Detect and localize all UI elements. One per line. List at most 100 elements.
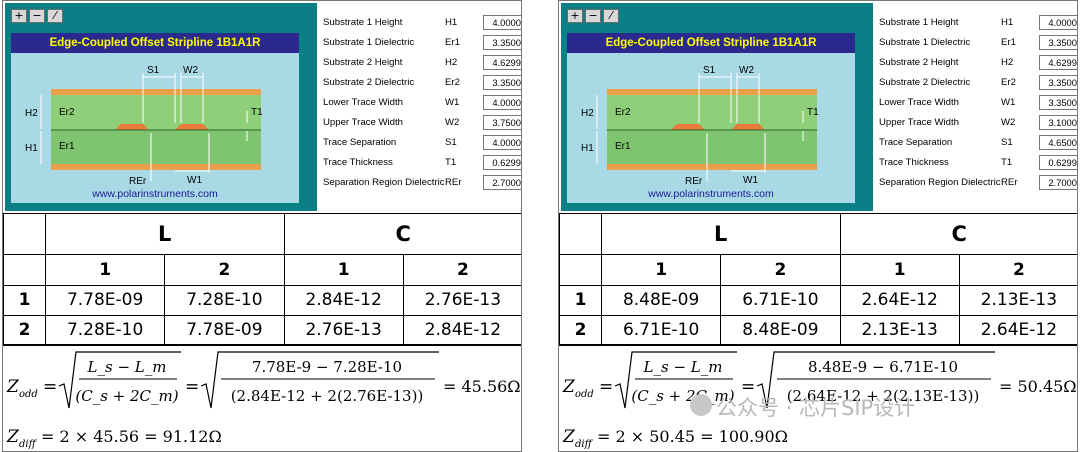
param-symbol: W2 bbox=[1001, 117, 1016, 128]
param-row: Substrate 1 Height H1 4.0000 bbox=[319, 14, 521, 32]
label-h1: H1 bbox=[581, 143, 594, 154]
label-s1: S1 bbox=[147, 65, 160, 76]
row-label: 2 bbox=[559, 314, 602, 345]
table-cell: 2.84E-12 bbox=[283, 285, 404, 316]
table-cell: 7.28E-10 bbox=[164, 285, 285, 316]
param-name: Substrate 2 Dielectric bbox=[323, 77, 415, 88]
website-link[interactable]: www.polarinstruments.com bbox=[91, 188, 218, 200]
lower-substrate bbox=[51, 130, 261, 164]
table-row: 2 6.71E-10 8.48E-09 2.13E-13 2.64E-12 bbox=[559, 314, 1077, 345]
param-symbol: H1 bbox=[1001, 17, 1014, 28]
diff-subscript: diff bbox=[575, 439, 594, 450]
param-value-input[interactable]: 4.0000 bbox=[483, 95, 521, 110]
subheader: 1 bbox=[839, 254, 960, 286]
param-value-input[interactable]: 4.6299 bbox=[483, 55, 521, 70]
param-row: Substrate 1 Dielectric Er1 3.3500 bbox=[875, 34, 1077, 52]
param-name: Trace Separation bbox=[323, 137, 397, 148]
header-l: L bbox=[45, 213, 285, 255]
sqrt-symbol bbox=[614, 351, 737, 409]
odd-subscript: odd bbox=[575, 389, 594, 400]
param-value-input[interactable]: 3.3500 bbox=[1039, 95, 1077, 110]
param-value-input[interactable]: 3.3500 bbox=[1039, 35, 1077, 50]
upper-substrate bbox=[51, 95, 261, 130]
table-cell: 7.78E-09 bbox=[44, 285, 166, 316]
param-name: Separation Region Dielectric bbox=[879, 177, 1001, 188]
trace-right bbox=[175, 124, 209, 130]
param-value-input[interactable]: 3.3500 bbox=[483, 75, 521, 90]
sqrt-symbol bbox=[756, 351, 995, 409]
table-cell: 2.84E-12 bbox=[402, 314, 521, 345]
param-row: Trace Thickness T1 0.6299 bbox=[319, 154, 521, 172]
param-row: Upper Trace Width W2 3.7500 bbox=[319, 114, 521, 132]
field-solver-window: + − ⁄ Edge-Coupled Offset Stripline 1B1A… bbox=[559, 1, 1077, 213]
label-rer: REr bbox=[129, 176, 147, 187]
zoom-in-button[interactable]: + bbox=[11, 9, 27, 23]
param-value-input[interactable]: 3.3500 bbox=[483, 35, 521, 50]
param-value-input[interactable]: 3.7500 bbox=[483, 115, 521, 130]
param-value-input[interactable]: 4.6299 bbox=[1039, 55, 1077, 70]
zdiff-result: = 2 × 50.45 = 100.90Ω bbox=[597, 427, 788, 446]
zoom-out-button[interactable]: − bbox=[29, 9, 45, 23]
table-cell: 6.71E-10 bbox=[600, 314, 722, 345]
param-value-input[interactable]: 2.7000 bbox=[483, 175, 521, 190]
param-name: Substrate 2 Dielectric bbox=[879, 77, 971, 88]
label-h2: H2 bbox=[581, 108, 594, 119]
row-label: 2 bbox=[3, 314, 46, 345]
table-row: 2 7.28E-10 7.78E-09 2.76E-13 2.84E-12 bbox=[3, 314, 521, 345]
top-ground-plane bbox=[51, 89, 261, 95]
label-w1: W1 bbox=[743, 175, 758, 186]
zoom-out-button[interactable]: − bbox=[585, 9, 601, 23]
param-symbol: S1 bbox=[1001, 137, 1013, 148]
website-link[interactable]: www.polarinstruments.com bbox=[647, 188, 774, 200]
equation-area: Z odd = L_s − L_m (C_s + 2C_m) = 8.48E-9… bbox=[559, 345, 1077, 451]
param-symbol: H2 bbox=[445, 57, 458, 68]
param-value-input[interactable]: 4.0000 bbox=[483, 135, 521, 150]
field-solver-window: + − ⁄ Edge-Coupled Offset Stripline 1B1A… bbox=[3, 1, 521, 213]
param-row: Substrate 1 Dielectric Er1 3.3500 bbox=[319, 34, 521, 52]
numeric-denominator: (2.64E-12 + 2(2.13E-13)) bbox=[787, 387, 980, 405]
cross-section-diagram: S1 W2 H2 Er2 T1 H1 Er1 REr W1 www.polari… bbox=[567, 53, 855, 203]
table-cell: 2.13E-13 bbox=[958, 285, 1077, 316]
param-row: Trace Thickness T1 0.6299 bbox=[875, 154, 1077, 172]
z-symbol: Z bbox=[6, 377, 20, 397]
edit-button[interactable]: ⁄ bbox=[603, 9, 619, 23]
param-row: Lower Trace Width W1 3.3500 bbox=[875, 94, 1077, 112]
label-er2: Er2 bbox=[59, 107, 75, 118]
structure-title: Edge-Coupled Offset Stripline 1B1A1R bbox=[567, 33, 855, 53]
table-cell: 2.13E-13 bbox=[839, 314, 960, 345]
header-c: C bbox=[839, 213, 1077, 255]
param-value-input[interactable]: 2.7000 bbox=[1039, 175, 1077, 190]
param-value-input[interactable]: 0.6299 bbox=[1039, 155, 1077, 170]
edit-button[interactable]: ⁄ bbox=[47, 9, 63, 23]
param-value-input[interactable]: 3.3500 bbox=[1039, 75, 1077, 90]
param-row: Lower Trace Width W1 4.0000 bbox=[319, 94, 521, 112]
zoom-in-button[interactable]: + bbox=[567, 9, 583, 23]
param-row: Upper Trace Width W2 3.1000 bbox=[875, 114, 1077, 132]
svg-text:=: = bbox=[599, 377, 613, 397]
table-cell: 8.48E-09 bbox=[600, 285, 722, 316]
wechat-icon bbox=[690, 394, 712, 416]
param-row: Substrate 2 Height H2 4.6299 bbox=[319, 54, 521, 72]
equation-area: Z odd = L_s − L_m (C_s + 2C_m) = 7.78E-9… bbox=[3, 345, 521, 451]
param-name: Substrate 2 Height bbox=[879, 57, 959, 68]
table-cell: 2.76E-13 bbox=[283, 314, 404, 345]
table-row: 1 8.48E-09 6.71E-10 2.64E-12 2.13E-13 bbox=[559, 285, 1077, 316]
param-value-input[interactable]: 0.6299 bbox=[483, 155, 521, 170]
param-value-input[interactable]: 4.6500 bbox=[1039, 135, 1077, 150]
header-c: C bbox=[283, 213, 521, 255]
param-row: Trace Separation S1 4.0000 bbox=[319, 134, 521, 152]
parameter-list: Substrate 1 Height H1 4.0000 Substrate 1 D… bbox=[319, 1, 521, 213]
sqrt-symbol bbox=[200, 351, 439, 409]
param-value-input[interactable]: 4.0000 bbox=[483, 15, 521, 30]
param-symbol: S1 bbox=[445, 137, 457, 148]
param-value-input[interactable]: 3.1000 bbox=[1039, 115, 1077, 130]
table-row: L C bbox=[3, 213, 521, 255]
param-value-input[interactable]: 4.0000 bbox=[1039, 15, 1077, 30]
param-name: Trace Separation bbox=[879, 137, 953, 148]
label-w2: W2 bbox=[739, 65, 754, 76]
table-cell: 2.64E-12 bbox=[958, 314, 1077, 345]
table-cell: 2.64E-12 bbox=[839, 285, 960, 316]
header-l: L bbox=[601, 213, 841, 255]
param-symbol: H2 bbox=[1001, 57, 1014, 68]
label-s1: S1 bbox=[703, 65, 716, 76]
